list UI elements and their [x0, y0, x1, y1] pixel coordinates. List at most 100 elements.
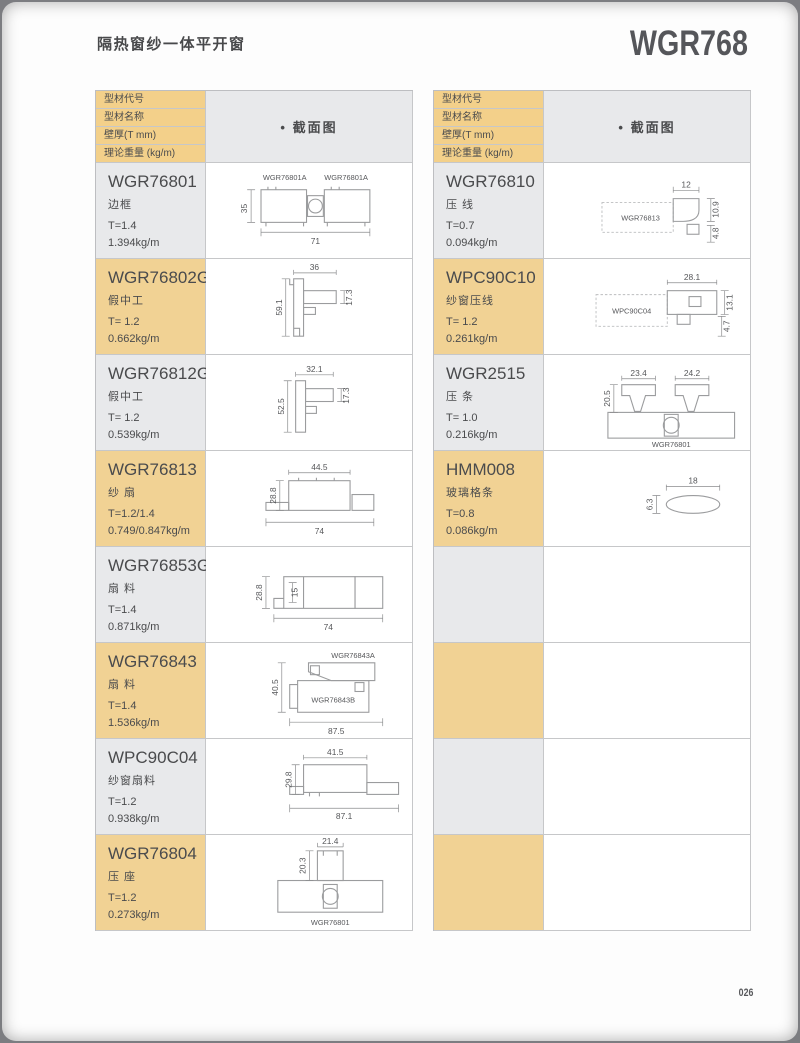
dim-label: 28.8 — [254, 584, 264, 601]
dim-label: 74 — [324, 622, 334, 632]
dim-label: 28.1 — [684, 272, 701, 282]
thickness-value: T= 1.2 — [108, 412, 140, 424]
diagram-cell-empty — [544, 643, 751, 739]
profile-code: WGR76804 — [108, 844, 197, 863]
weight-value: 0.086kg/m — [446, 525, 498, 537]
diagram-cell-empty — [544, 739, 751, 835]
page-number: 026 — [738, 987, 753, 999]
weight-value: 0.938kg/m — [108, 813, 160, 825]
thickness-value: T= 1.0 — [446, 412, 478, 424]
dim-label: 24.2 — [684, 368, 701, 378]
diagram-cell: 44.5 28.8 74 — [206, 451, 413, 547]
diagram-cell: 28.8 15 74 — [206, 547, 413, 643]
thickness-value: T= 1.2 — [108, 316, 140, 328]
header-wall-thickness: 壁厚(T mm) — [434, 127, 544, 145]
thickness-value: T=1.2/1.4 — [108, 508, 155, 520]
header-profile-code: 型材代号 — [434, 91, 544, 109]
profile-name: 玻璃格条 — [446, 487, 494, 499]
profile-tables: 型材代号 型材名称 壁厚(T mm) 理论重量 (kg/m) • 截面图 WGR… — [95, 90, 751, 931]
profile-name: 扇 料 — [108, 583, 137, 595]
thickness-value: T= 1.2 — [446, 316, 478, 328]
dim-label: 87.1 — [336, 811, 353, 821]
profile-name: 假中工 — [108, 295, 144, 307]
dim-label: 4.7 — [722, 320, 732, 332]
ref-label: WPC90C04 — [612, 306, 651, 315]
header-profile-name: 型材名称 — [434, 109, 544, 127]
ref-label: WGR76843B — [311, 695, 355, 704]
series-model-code: WGR768 — [629, 24, 748, 63]
profile-name: 纱窗压线 — [446, 295, 494, 307]
dim-label: 44.5 — [311, 462, 328, 472]
header-profile-name: 型材名称 — [96, 109, 206, 127]
thickness-value: T=0.7 — [446, 220, 475, 232]
profile-name: 压 条 — [446, 391, 475, 403]
table-row-label: WGR76853GH 扇 料 T=1.4 0.871kg/m — [96, 547, 222, 643]
cross-section-diagram: 36 59.1 17.3 — [274, 262, 354, 337]
dim-label: 10.9 — [711, 201, 721, 218]
profile-table-right: 型材代号 型材名称 壁厚(T mm) 理论重量 (kg/m) • 截面图 WGR… — [433, 90, 751, 931]
profile-code: WPC90C10 — [446, 268, 536, 287]
diagram-cell: 41.5 29.8 87.1 — [206, 739, 413, 835]
profile-name: 假中工 — [108, 391, 144, 403]
table-row-label: WGR76801 边框 T=1.4 1.394kg/m — [96, 163, 206, 259]
profile-code: WGR76813 — [108, 460, 197, 479]
profile-name: 压 座 — [108, 871, 137, 883]
cross-section-diagram: 21.4 20.3 WGR76801 — [277, 836, 384, 927]
table-row-label-empty — [434, 643, 544, 739]
dim-label: 32.1 — [306, 364, 323, 374]
diagram-cell: 23.4 24.2 20.5 WGR76801 — [544, 355, 751, 451]
cross-section-diagram: 41.5 29.8 87.1 — [284, 747, 400, 821]
profile-code: WGR76853GH — [108, 556, 223, 575]
profile-name: 纱 扇 — [108, 487, 137, 499]
ref-label: WGR76801 — [652, 440, 691, 449]
dim-label: 17.3 — [341, 387, 351, 404]
dim-label: 20.3 — [298, 857, 308, 874]
table-row-label: WPC90C04 纱窗扇料 T=1.2 0.938kg/m — [96, 739, 206, 835]
profile-name: 扇 料 — [108, 679, 137, 691]
dim-label: 59.1 — [274, 299, 284, 316]
header-section-diagram: • 截面图 — [544, 91, 751, 163]
cross-section-diagram: 32.1 52.5 17.3 — [276, 364, 351, 433]
dim-label: 29.8 — [284, 771, 294, 788]
table-row-label: WGR76813 纱 扇 T=1.2/1.4 0.749/0.847kg/m — [96, 451, 206, 547]
dim-label: 74 — [315, 526, 325, 536]
profile-code: WGR2515 — [446, 364, 526, 383]
dim-label: 35 — [239, 204, 249, 214]
ref-label: WGR76801A — [324, 173, 368, 182]
weight-value: 0.871kg/m — [108, 621, 160, 633]
weight-value: 0.094kg/m — [446, 237, 498, 249]
diagram-cell-empty — [544, 835, 751, 931]
profile-code: HMM008 — [446, 460, 515, 479]
table-row-label: WGR76843 扇 料 T=1.4 1.536kg/m — [96, 643, 206, 739]
weight-value: 0.749/0.847kg/m — [108, 525, 190, 537]
diagram-cell: WGR76813 12 10.9 4.8 — [544, 163, 751, 259]
dim-label: 41.5 — [327, 747, 344, 757]
table-row-label: WGR76810 压 线 T=0.7 0.094kg/m — [434, 163, 544, 259]
table-row-label: WGR2515 压 条 T= 1.0 0.216kg/m — [434, 355, 544, 451]
dim-label: 23.4 — [630, 368, 647, 378]
dim-label: 6.3 — [644, 498, 654, 510]
table-row-label-empty — [434, 739, 544, 835]
table-row-label: WGR76812GH 假中工 T= 1.2 0.539kg/m — [96, 355, 222, 451]
weight-value: 1.536kg/m — [108, 717, 160, 729]
table-row-label: WPC90C10 纱窗压线 T= 1.2 0.261kg/m — [434, 259, 544, 355]
weight-value: 0.539kg/m — [108, 429, 160, 441]
table-row-label: WGR76804 压 座 T=1.2 0.273kg/m — [96, 835, 206, 931]
cross-section-diagram: WGR76813 12 10.9 4.8 — [601, 180, 721, 243]
dim-label: 17.3 — [344, 289, 354, 306]
profile-table-left: 型材代号 型材名称 壁厚(T mm) 理论重量 (kg/m) • 截面图 WGR… — [95, 90, 413, 931]
ref-label: WGR76801A — [263, 173, 307, 182]
dim-label: 21.4 — [322, 836, 339, 846]
cross-section-diagram: 28.8 15 74 — [254, 576, 384, 632]
profile-name: 纱窗扇料 — [108, 775, 156, 787]
dim-label: 28.8 — [268, 487, 278, 504]
thickness-value: T=1.2 — [108, 892, 137, 904]
diagram-cell: 18 6.3 — [544, 451, 751, 547]
table-row-label: WGR76802GH 假中工 T= 1.2 0.662kg/m — [96, 259, 222, 355]
ref-label: WGR76813 — [621, 213, 660, 222]
ref-label: WGR76843A — [331, 651, 375, 660]
diagram-cell: WGR76801A WGR76801A 35 71 — [206, 163, 413, 259]
table-row-label: HMM008 玻璃格条 T=0.8 0.086kg/m — [434, 451, 544, 547]
table-row-label-empty — [434, 835, 544, 931]
